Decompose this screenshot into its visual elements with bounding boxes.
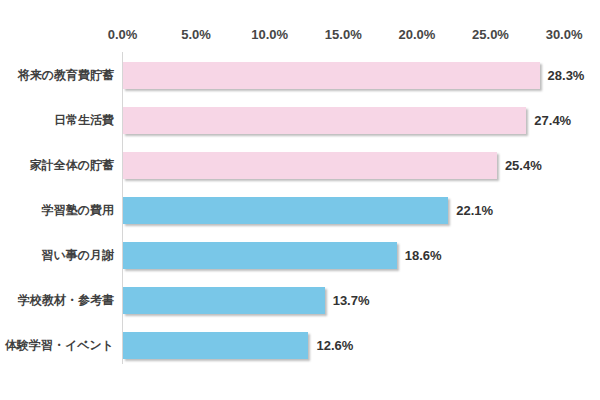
value-label: 13.7% — [333, 293, 370, 308]
category-label: 日常生活費 — [54, 112, 114, 129]
bar-1 — [123, 62, 540, 89]
bar-6 — [123, 287, 325, 314]
category-label: 将来の教育費貯蓄 — [18, 67, 114, 84]
category-label: 体験学習・イベント — [5, 337, 114, 354]
category-label: 学校教材・参考書 — [18, 292, 114, 309]
value-label: 28.3% — [548, 68, 585, 83]
x-tick-label: 30.0% — [546, 27, 583, 42]
bar-2 — [123, 107, 526, 134]
x-tick-label: 0.0% — [108, 27, 138, 42]
x-tick-label: 15.0% — [325, 27, 362, 42]
x-tick-label: 5.0% — [181, 27, 211, 42]
category-label: 学習塾の費用 — [42, 202, 114, 219]
bar-3 — [123, 152, 497, 179]
value-label: 25.4% — [505, 158, 542, 173]
value-label: 27.4% — [534, 113, 571, 128]
x-tick-label: 10.0% — [251, 27, 288, 42]
x-tick-label: 25.0% — [472, 27, 509, 42]
value-label: 12.6% — [316, 338, 353, 353]
category-label: 習い事の月謝 — [41, 247, 114, 264]
bar-4 — [123, 197, 448, 224]
value-label: 22.1% — [456, 203, 493, 218]
bar-5 — [123, 242, 397, 269]
category-label: 家計全体の貯蓄 — [30, 157, 114, 174]
bar-chart: 0.0% 5.0% 10.0% 15.0% 20.0% 25.0% 30.0% 将来の教育費貯… — [0, 0, 600, 400]
bar-7 — [123, 332, 308, 359]
x-tick-label: 20.0% — [398, 27, 435, 42]
value-label: 18.6% — [405, 248, 442, 263]
